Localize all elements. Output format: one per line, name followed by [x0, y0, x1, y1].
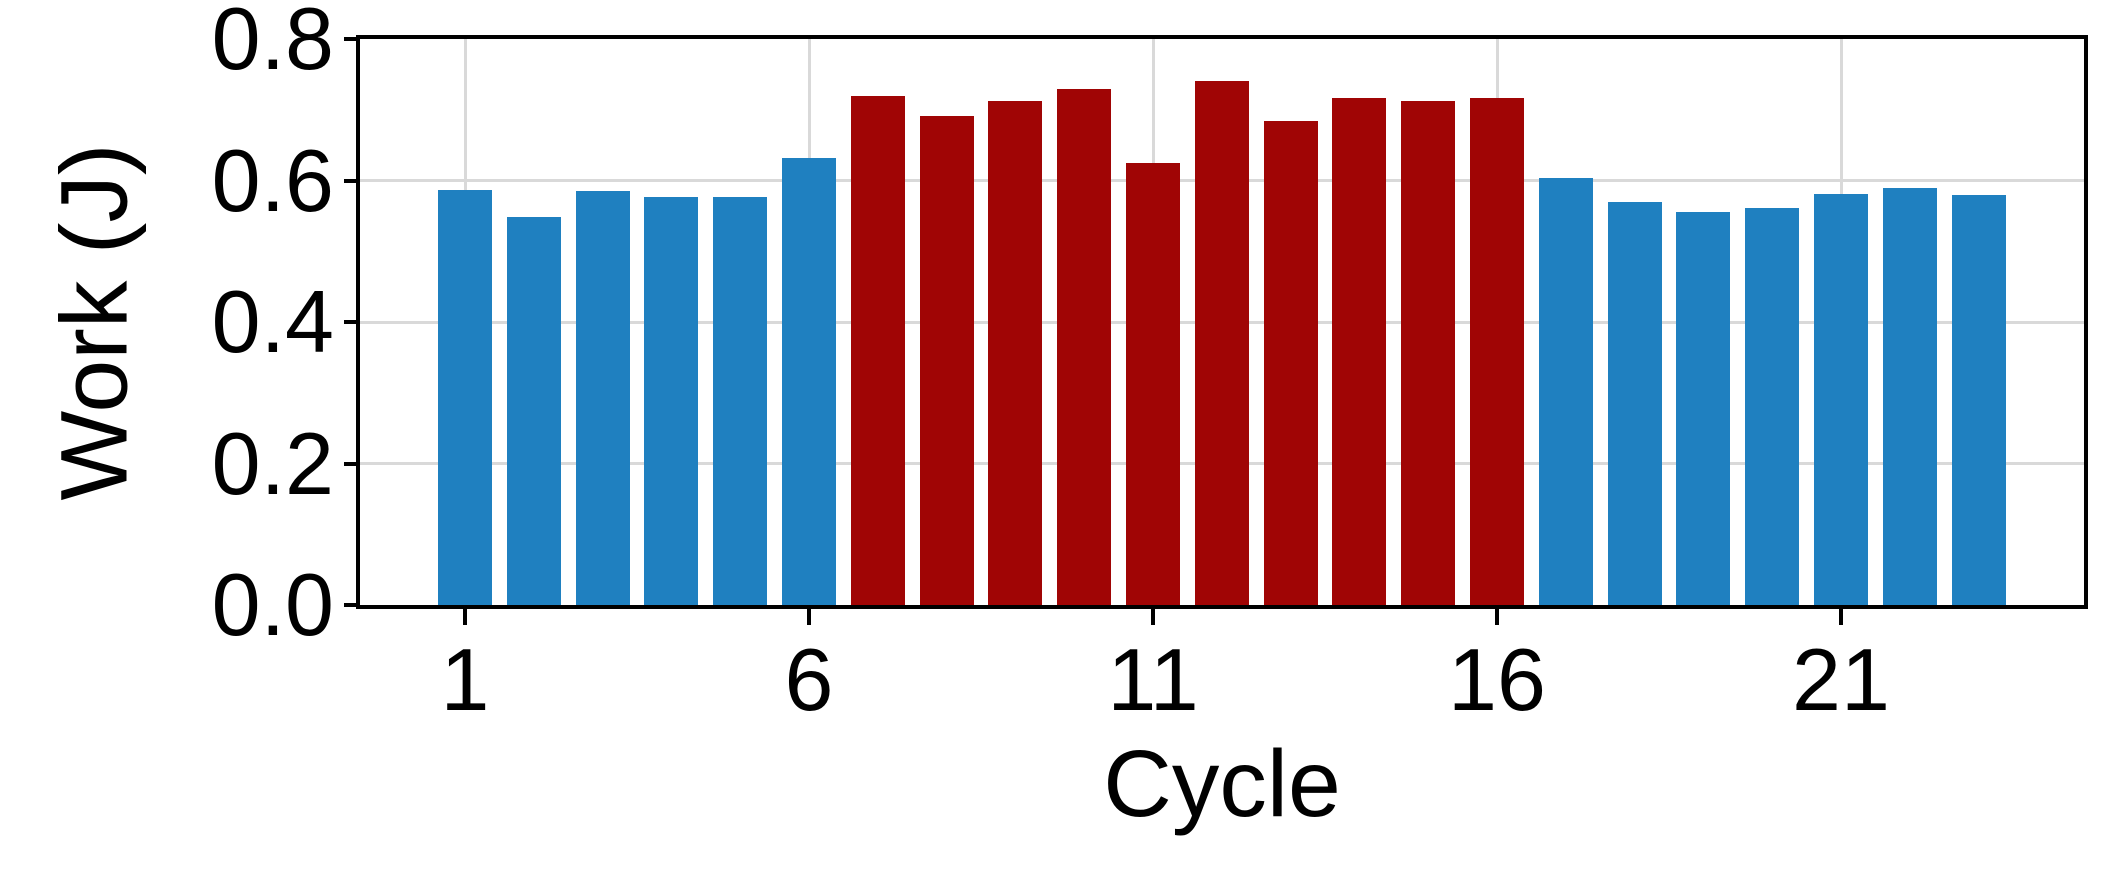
bar-cycle-21: [1814, 193, 1868, 605]
x-tick-mark: [463, 609, 467, 625]
y-tick-mark: [344, 37, 360, 41]
bar-cycle-9: [988, 101, 1043, 605]
x-tick-mark: [1839, 609, 1843, 625]
bar-cycle-12: [1194, 81, 1249, 605]
bar-cycle-19: [1676, 212, 1731, 605]
bar-cycle-20: [1745, 208, 1800, 605]
bar-cycle-15: [1401, 100, 1456, 605]
bar-cycle-22: [1882, 187, 1937, 605]
y-tick-mark: [344, 461, 360, 466]
bar-cycle-13: [1263, 121, 1318, 605]
x-tick-label: 21: [1792, 630, 1890, 729]
bar-cycle-8: [919, 116, 974, 605]
bar-cycle-17: [1538, 177, 1593, 605]
y-tick-label: 0.2: [211, 413, 334, 513]
bar-cycle-16: [1470, 98, 1524, 605]
bar-cycle-18: [1607, 202, 1662, 605]
x-tick-label: 11: [1107, 630, 1199, 729]
x-tick-mark: [807, 609, 811, 625]
x-tick-label: 16: [1448, 630, 1546, 729]
bar-cycle-1: [438, 190, 492, 605]
bar-cycle-2: [506, 216, 561, 605]
bar-cycle-23: [1951, 194, 2006, 605]
y-tick-mark: [344, 320, 360, 324]
bar-cycle-3: [575, 191, 630, 605]
bar-cycle-10: [1057, 88, 1112, 605]
y-tick-label: 0.0: [211, 555, 334, 654]
x-tick-mark: [1151, 609, 1155, 625]
bar-cycle-7: [850, 95, 905, 605]
y-axis-title: Work (J): [41, 143, 148, 501]
bar-cycle-5: [713, 196, 768, 605]
x-tick-label: 6: [784, 630, 834, 729]
bar-cycle-11: [1126, 162, 1180, 605]
y-tick-label: 0.4: [211, 272, 334, 371]
x-tick-label: 1: [440, 630, 490, 729]
x-tick-mark: [1495, 609, 1499, 625]
y-tick-mark: [344, 178, 360, 183]
y-tick-mark: [344, 603, 360, 607]
x-axis-title: Cycle: [1103, 731, 1341, 837]
y-tick-label: 0.8: [211, 0, 334, 88]
bar-cycle-4: [644, 196, 699, 605]
bar-cycle-6: [782, 157, 836, 605]
y-tick-label: 0.6: [211, 130, 334, 230]
bar-cycle-14: [1332, 98, 1387, 605]
